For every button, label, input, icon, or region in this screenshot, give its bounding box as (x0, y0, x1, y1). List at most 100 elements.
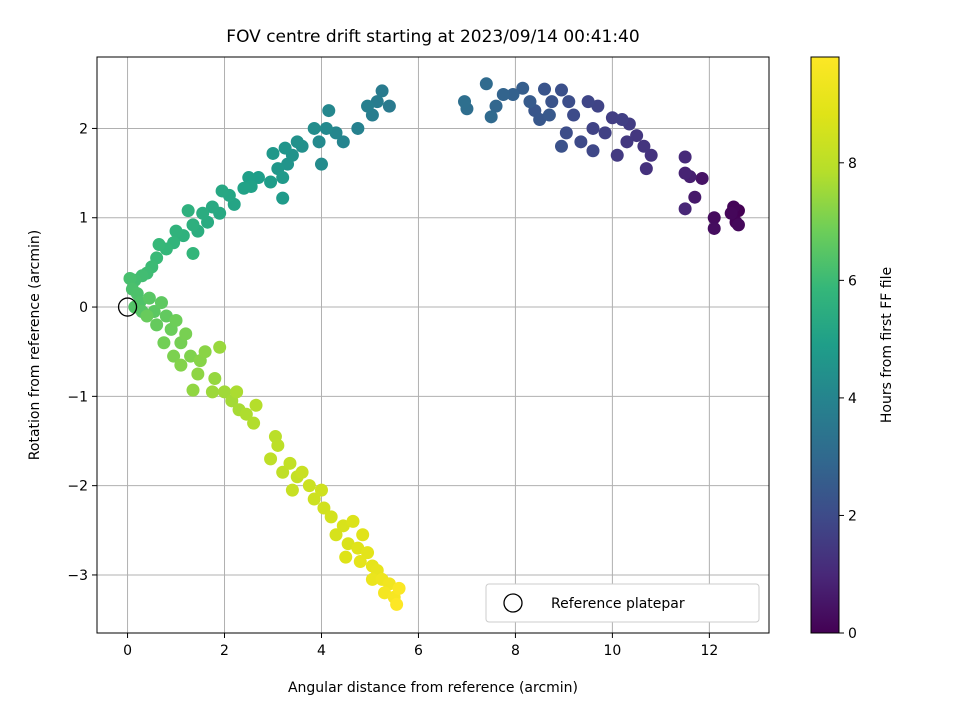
data-point (179, 327, 193, 341)
data-point (169, 224, 183, 238)
data-point (205, 385, 219, 399)
data-point (247, 416, 261, 430)
data-point (707, 211, 721, 225)
data-point (208, 371, 222, 385)
data-point (174, 358, 188, 372)
data-point (154, 296, 168, 310)
data-point (276, 465, 290, 479)
data-point (198, 345, 212, 359)
data-point (283, 456, 297, 470)
data-point (218, 385, 232, 399)
data-point (506, 88, 520, 102)
data-point (644, 148, 658, 162)
colorbar-gradient (810, 56, 840, 634)
x-tick-label: 6 (414, 643, 423, 659)
reference-marker (117, 297, 138, 317)
data-point (307, 492, 321, 506)
data-point (678, 166, 692, 180)
data-point (213, 340, 227, 354)
data-point (322, 104, 336, 118)
data-points (117, 77, 745, 611)
data-point (538, 82, 552, 96)
grid-lines (97, 57, 769, 633)
data-point (157, 336, 171, 350)
data-point (324, 510, 338, 524)
y-tick-label: 0 (79, 300, 88, 316)
data-point (542, 108, 556, 122)
data-point (630, 129, 644, 143)
x-axis-label: Angular distance from reference (arcmin) (288, 680, 578, 696)
data-point (678, 150, 692, 164)
data-point (281, 157, 295, 171)
data-point (484, 110, 498, 124)
data-point (695, 171, 709, 185)
data-point (341, 537, 355, 551)
data-point (598, 126, 612, 140)
data-point (295, 465, 309, 479)
data-point (620, 135, 634, 149)
plot-frame (96, 56, 770, 634)
data-point (186, 246, 200, 260)
data-point (317, 501, 331, 515)
data-point (186, 218, 200, 232)
data-point (351, 541, 365, 555)
data-point (361, 546, 375, 560)
data-point (314, 157, 328, 171)
y-tick-label: 1 (79, 211, 88, 227)
data-point (339, 550, 353, 564)
data-point (184, 349, 198, 363)
data-point (276, 191, 290, 205)
colorbar-ticks: 0 2 4 6 8 (839, 156, 857, 642)
data-point (392, 581, 406, 595)
data-point (159, 309, 173, 323)
data-point (615, 113, 629, 127)
data-point (489, 99, 503, 113)
data-point (271, 438, 285, 452)
data-point (390, 597, 404, 611)
y-axis: −3 −2 −1 0 1 2 (67, 121, 97, 584)
data-point (266, 146, 280, 160)
x-tick-label: 12 (700, 643, 718, 659)
data-point (150, 318, 164, 332)
legend-label: Reference platepar (551, 596, 685, 612)
legend-marker (503, 593, 523, 613)
data-point (314, 483, 328, 497)
data-point (276, 171, 290, 185)
data-point (458, 95, 472, 109)
data-point (533, 113, 547, 127)
colorbar-tick-label: 4 (848, 391, 857, 407)
x-tick-label: 0 (123, 643, 132, 659)
data-point (586, 121, 600, 135)
x-axis: 0 2 4 6 8 10 12 (123, 633, 718, 659)
chart-title: FOV centre drift starting at 2023/09/14 … (226, 27, 639, 47)
data-point (140, 309, 154, 323)
data-point (302, 479, 316, 493)
data-point (559, 126, 573, 140)
data-point (336, 519, 350, 533)
data-point (251, 171, 265, 185)
data-point (610, 148, 624, 162)
data-point (353, 555, 367, 569)
colorbar-tick-label: 2 (848, 508, 857, 524)
data-point (307, 121, 321, 135)
data-point (237, 181, 251, 195)
data-point (215, 184, 229, 198)
data-point (581, 95, 595, 109)
data-point (278, 141, 292, 155)
data-point (239, 407, 253, 421)
data-point (554, 83, 568, 97)
data-point (523, 95, 537, 109)
data-point (574, 135, 588, 149)
data-point (562, 95, 576, 109)
x-tick-label: 4 (317, 643, 326, 659)
y-tick-label: 2 (79, 121, 88, 137)
data-point (545, 95, 559, 109)
data-point (586, 144, 600, 158)
colorbar-tick-label: 8 (848, 156, 857, 172)
y-axis-label: Rotation from reference (arcmin) (27, 230, 43, 460)
data-point (329, 126, 343, 140)
data-point (375, 84, 389, 98)
data-point (370, 95, 384, 109)
x-tick-label: 10 (603, 643, 621, 659)
